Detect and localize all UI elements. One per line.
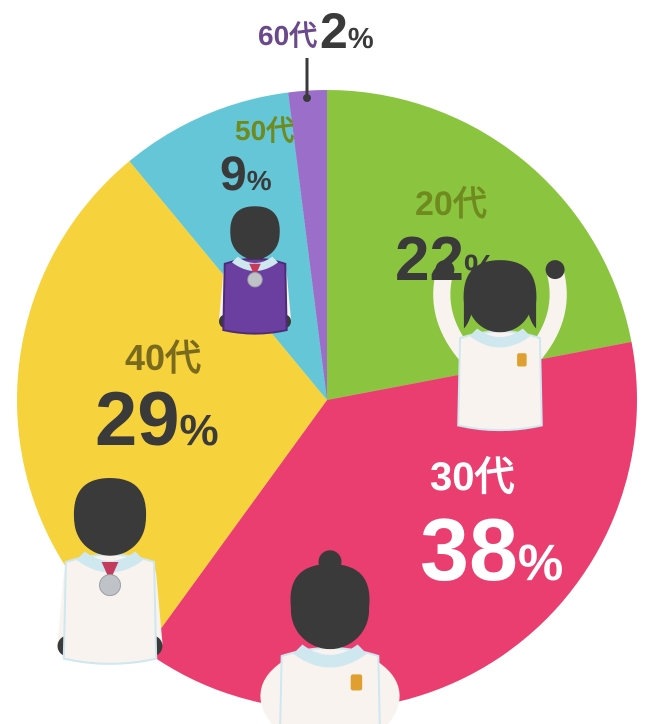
category-text: 20代	[415, 185, 487, 223]
age-pie-chart: 20代22%30代38%40代29%50代9%60代2%	[0, 0, 654, 724]
category-text: 40代	[125, 337, 201, 378]
category-text: 50代	[235, 115, 294, 146]
category-text: 30代	[430, 455, 515, 499]
category-text: 60代	[258, 20, 317, 51]
